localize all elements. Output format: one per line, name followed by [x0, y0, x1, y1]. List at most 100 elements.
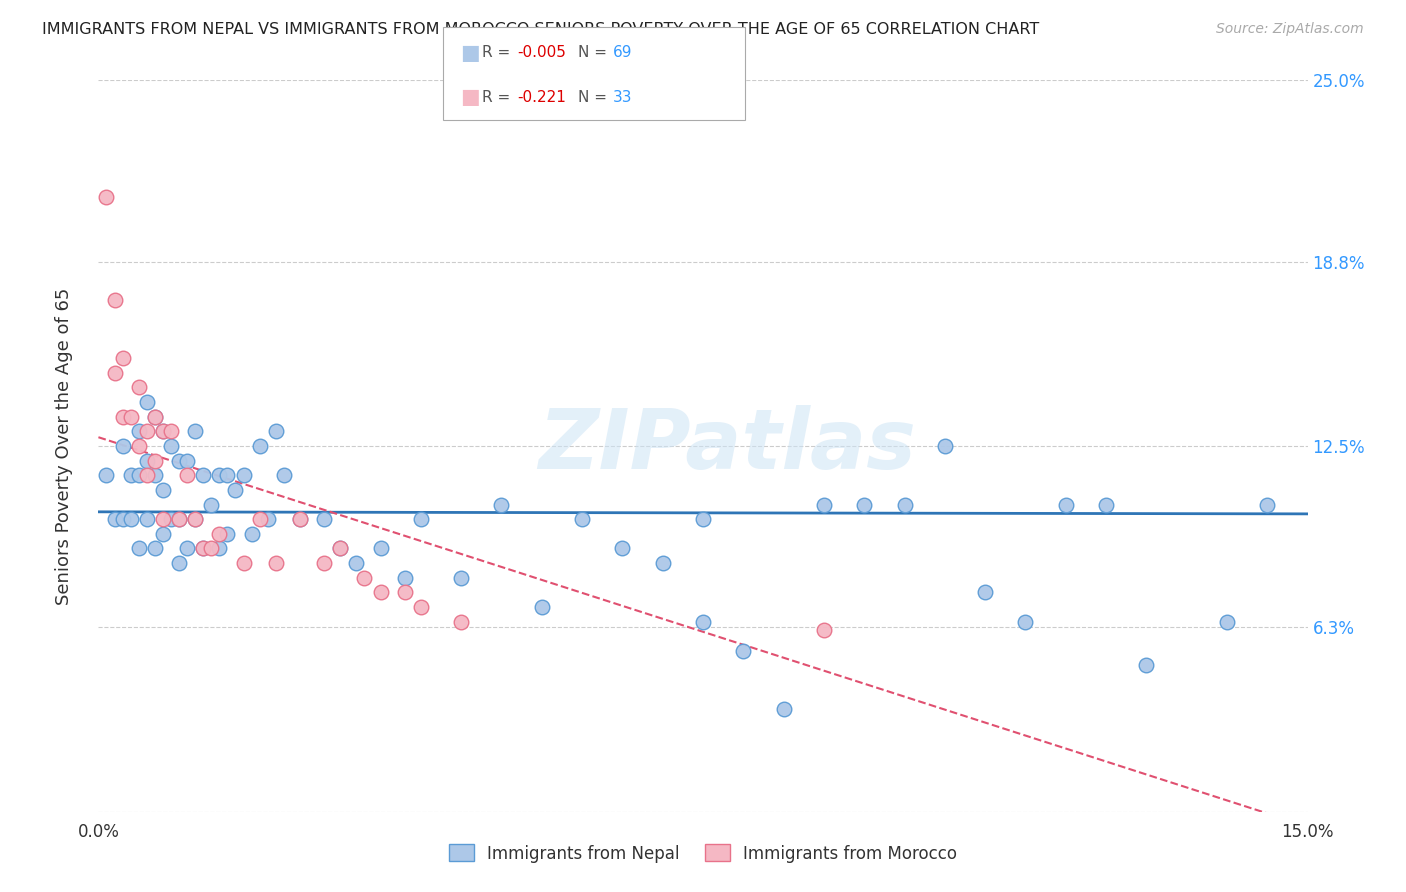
Point — [232, 556, 254, 570]
Point — [329, 541, 352, 556]
Point — [152, 483, 174, 497]
Point — [128, 439, 150, 453]
Text: Source: ZipAtlas.com: Source: ZipAtlas.com — [1216, 22, 1364, 37]
Point — [200, 541, 222, 556]
Point — [167, 556, 190, 570]
Point — [128, 468, 150, 483]
Point — [314, 556, 336, 570]
Point — [120, 512, 142, 526]
Point — [120, 409, 142, 424]
Point — [96, 468, 118, 483]
Point — [224, 483, 246, 497]
Point — [160, 425, 183, 439]
Point — [193, 541, 215, 556]
Point — [314, 512, 336, 526]
Text: IMMIGRANTS FROM NEPAL VS IMMIGRANTS FROM MOROCCO SENIORS POVERTY OVER THE AGE OF: IMMIGRANTS FROM NEPAL VS IMMIGRANTS FROM… — [42, 22, 1039, 37]
Point — [103, 512, 125, 526]
Point — [1256, 498, 1278, 512]
Point — [1216, 615, 1239, 629]
Point — [200, 498, 222, 512]
Text: N =: N = — [578, 45, 612, 61]
Text: ZIPatlas: ZIPatlas — [538, 406, 917, 486]
Point — [128, 380, 150, 394]
Point — [217, 526, 239, 541]
Text: -0.221: -0.221 — [517, 89, 567, 104]
Point — [176, 453, 198, 467]
Point — [208, 468, 231, 483]
Point — [813, 624, 835, 638]
Text: N =: N = — [578, 89, 612, 104]
Point — [1054, 498, 1077, 512]
Point — [143, 409, 166, 424]
Point — [135, 425, 157, 439]
Point — [135, 395, 157, 409]
Point — [167, 512, 190, 526]
Legend: Immigrants from Nepal, Immigrants from Morocco: Immigrants from Nepal, Immigrants from M… — [443, 838, 963, 869]
Point — [128, 425, 150, 439]
Point — [1095, 498, 1118, 512]
Point — [409, 599, 432, 614]
Point — [612, 541, 634, 556]
Point — [530, 599, 553, 614]
Point — [329, 541, 352, 556]
Y-axis label: Seniors Poverty Over the Age of 65: Seniors Poverty Over the Age of 65 — [55, 287, 73, 605]
Text: -0.005: -0.005 — [517, 45, 567, 61]
Point — [184, 512, 207, 526]
Point — [256, 512, 278, 526]
Point — [143, 468, 166, 483]
Point — [217, 468, 239, 483]
Point — [491, 498, 513, 512]
Point — [111, 512, 134, 526]
Text: ■: ■ — [460, 43, 479, 63]
Point — [240, 526, 263, 541]
Point — [394, 571, 416, 585]
Point — [450, 615, 472, 629]
Point — [249, 439, 271, 453]
Text: ■: ■ — [460, 87, 479, 107]
Point — [934, 439, 956, 453]
Point — [152, 425, 174, 439]
Point — [111, 439, 134, 453]
Point — [249, 512, 271, 526]
Point — [208, 526, 231, 541]
Point — [853, 498, 876, 512]
Point — [143, 541, 166, 556]
Point — [160, 512, 183, 526]
Point — [103, 366, 125, 380]
Point — [167, 512, 190, 526]
Point — [120, 468, 142, 483]
Point — [135, 453, 157, 467]
Point — [370, 585, 392, 599]
Point — [208, 541, 231, 556]
Point — [193, 541, 215, 556]
Point — [288, 512, 311, 526]
Text: R =: R = — [482, 89, 516, 104]
Point — [264, 556, 287, 570]
Point — [344, 556, 367, 570]
Point — [813, 498, 835, 512]
Point — [651, 556, 673, 570]
Point — [176, 468, 198, 483]
Point — [184, 425, 207, 439]
Point — [394, 585, 416, 599]
Point — [103, 293, 125, 307]
Text: R =: R = — [482, 45, 516, 61]
Point — [692, 512, 714, 526]
Point — [160, 439, 183, 453]
Point — [353, 571, 375, 585]
Point — [571, 512, 593, 526]
Point — [733, 644, 755, 658]
Point — [143, 453, 166, 467]
Point — [1135, 658, 1157, 673]
Point — [370, 541, 392, 556]
Point — [692, 615, 714, 629]
Point — [264, 425, 287, 439]
Text: 69: 69 — [613, 45, 633, 61]
Point — [152, 512, 174, 526]
Point — [974, 585, 997, 599]
Point — [152, 425, 174, 439]
Point — [143, 409, 166, 424]
Text: 33: 33 — [613, 89, 633, 104]
Point — [184, 512, 207, 526]
Point — [111, 351, 134, 366]
